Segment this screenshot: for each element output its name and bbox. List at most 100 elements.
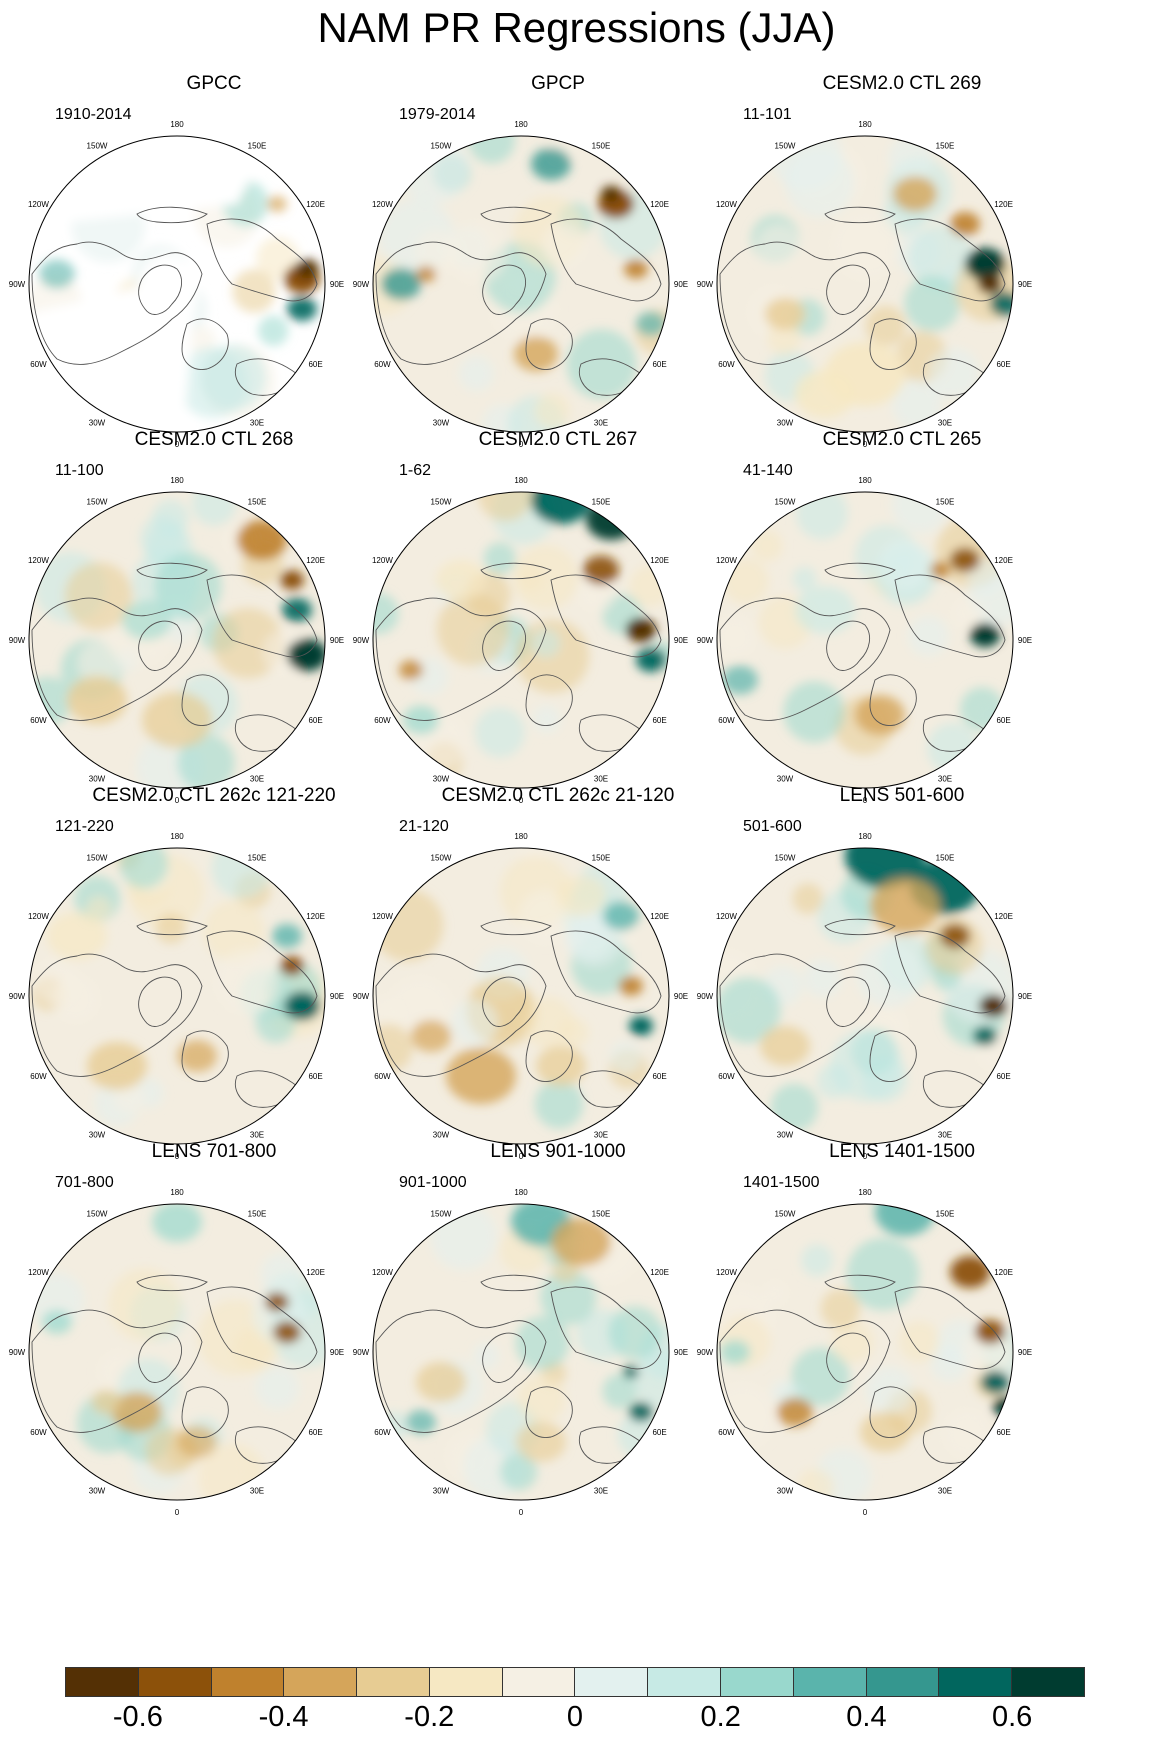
anomaly-patch: [273, 1320, 301, 1344]
colorbar-swatch: [357, 1668, 430, 1696]
anomaly-patch: [795, 370, 855, 418]
colorbar-label: 0: [566, 1701, 584, 1733]
anomaly-patch: [601, 186, 621, 202]
longitude-label: 150W: [775, 497, 796, 506]
colorbar-swatch: [502, 1668, 576, 1696]
anomaly-patch: [477, 492, 533, 522]
longitude-label: 90W: [9, 636, 26, 645]
coastlines: [375, 206, 662, 396]
longitude-label: 60W: [30, 1072, 47, 1081]
anomaly-patch: [155, 913, 187, 944]
anomaly-patch: [797, 1468, 835, 1500]
longitude-label: 30W: [89, 1131, 106, 1140]
anomaly-patch: [830, 1029, 903, 1102]
anomaly-patch: [928, 347, 980, 399]
anomaly-patch: [940, 924, 970, 948]
longitude-label: 150W: [775, 141, 796, 150]
coastline: [206, 574, 318, 658]
longitude-label: 180: [858, 120, 872, 129]
polar-map: 180 150E 120E 90E 60E 30E 0 30W 60W 90W 120W 150W: [697, 1188, 1032, 1517]
anomaly-patch: [411, 1020, 451, 1052]
anomaly-patch: [765, 298, 805, 330]
anomaly-patch: [950, 548, 980, 572]
longitude-label: 150E: [592, 497, 611, 506]
panel-period: 121-220: [55, 818, 114, 835]
longitude-label: 120W: [716, 556, 737, 565]
anomaly-patch: [280, 570, 304, 590]
panel-title: GPCP: [531, 73, 585, 94]
longitude-label: 120E: [306, 200, 325, 209]
colorbar-label: 0.2: [700, 1701, 741, 1733]
anomaly-patch: [436, 560, 486, 600]
colorbar-swatch: [793, 1668, 867, 1696]
panel-period: 1401-1500: [743, 1174, 820, 1191]
longitude-label: 150E: [936, 1209, 955, 1218]
longitude-label: 60W: [374, 1072, 391, 1081]
coastlines: [375, 562, 662, 752]
missing-data-area: [137, 254, 197, 334]
longitude-label: 150W: [87, 497, 108, 506]
longitude-label: 30E: [250, 419, 264, 428]
longitude-label: 30W: [777, 419, 794, 428]
anomaly-field: [29, 492, 325, 788]
anomaly-patch: [717, 976, 781, 1043]
anomaly-patch: [450, 999, 498, 1047]
coastline: [375, 241, 547, 365]
panel-title: LENS 501-600: [839, 785, 965, 806]
anomaly-patch: [536, 1046, 586, 1086]
longitude-label: 150E: [248, 141, 267, 150]
polar-map: 180 150E 120E 90E 60E 30E 0 30W 60W 90W 120W 150W: [9, 120, 344, 449]
longitude-label: 150E: [248, 1209, 267, 1218]
anomaly-patch: [399, 660, 423, 680]
longitude-label: 60W: [30, 360, 47, 369]
longitude-label: 30E: [594, 775, 608, 784]
anomaly-field: [31, 848, 325, 1127]
anomaly-patch: [42, 1310, 72, 1334]
map-panel: GPCP 1979-2014 180 150E 120E 90E 60E 30E 0 30W 60W…: [353, 72, 750, 467]
longitude-label: 120E: [994, 556, 1013, 565]
anomaly-patch: [92, 1390, 122, 1414]
longitude-label: 60E: [652, 1072, 666, 1081]
longitude-label: 90E: [1018, 280, 1032, 289]
panel-title: CESM2.0 CTL 268: [134, 429, 294, 450]
longitude-label: 120W: [372, 912, 393, 921]
longitude-label: 30E: [250, 1487, 264, 1496]
longitude-label: 90W: [697, 280, 714, 289]
polar-map: 180 150E 120E 90E 60E 30E 0 30W 60W 90W 120W 150W: [697, 832, 1032, 1161]
coastline: [824, 918, 896, 936]
longitude-label: 30E: [938, 419, 952, 428]
anomaly-patch: [472, 1342, 500, 1370]
coastline: [869, 1030, 917, 1082]
anomaly-patch: [756, 223, 801, 268]
longitude-label: 60E: [308, 1072, 322, 1081]
anomaly-patch: [603, 901, 639, 931]
anomaly-patch: [777, 1397, 813, 1427]
colorbar-label: -0.2: [404, 1701, 455, 1733]
anomaly-patch: [636, 312, 666, 336]
anomaly-patch: [566, 329, 637, 400]
anomaly-patch: [865, 1366, 914, 1414]
longitude-label: 90W: [353, 992, 370, 1001]
longitude-label: 60W: [30, 716, 47, 725]
longitude-label: 0: [863, 1508, 868, 1517]
anomaly-patch: [767, 321, 801, 355]
longitude-label: 150W: [775, 1209, 796, 1218]
anomaly-patch: [542, 222, 587, 267]
map-panel: CESM2.0 CTL 262c 21-120 21-120 180 150E 120E…: [353, 784, 750, 1179]
coastline: [894, 930, 1006, 1014]
longitude-label: 60W: [718, 1072, 735, 1081]
anomaly-patch: [771, 1379, 796, 1405]
anomaly-patch: [287, 297, 317, 321]
map-boundary: [28, 135, 326, 433]
anomaly-patch: [534, 1079, 584, 1129]
anomaly-patch: [633, 1348, 669, 1411]
coastline: [550, 930, 662, 1014]
coastline: [482, 264, 527, 315]
coastline: [869, 674, 917, 726]
polar-map: 180 150E 120E 90E 60E 30E 0 30W 60W 90W 120W 150W: [9, 832, 344, 1161]
longitude-label: 120E: [994, 912, 1013, 921]
anomaly-patch: [626, 618, 656, 642]
longitude-label: 0: [175, 1508, 180, 1517]
anomaly-patch: [619, 976, 643, 996]
anomaly-patch: [86, 896, 112, 922]
